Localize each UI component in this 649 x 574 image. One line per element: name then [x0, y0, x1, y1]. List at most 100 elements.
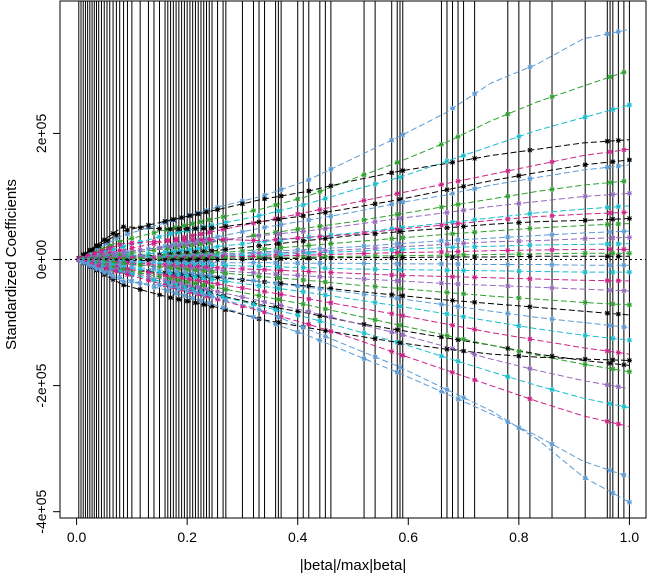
path-marker: [198, 231, 204, 237]
path-marker: [394, 369, 400, 375]
path-marker: [91, 250, 97, 256]
path-marker: [239, 303, 245, 309]
path-marker: [275, 285, 281, 291]
path-marker: [201, 249, 207, 255]
path-marker: [262, 224, 268, 230]
path-marker: [361, 260, 367, 266]
path-marker: [400, 235, 406, 241]
path-marker: [450, 297, 456, 303]
path-marker: [137, 280, 143, 286]
path-marker: [322, 279, 328, 285]
path-marker: [273, 202, 279, 208]
path-marker: [516, 201, 522, 207]
path-marker: [527, 253, 533, 259]
path-marker: [215, 281, 221, 287]
path-marker: [151, 259, 157, 265]
path-marker: [394, 226, 400, 232]
path-marker: [322, 333, 328, 339]
path-marker: [322, 195, 328, 201]
path-marker: [181, 259, 187, 265]
path-marker: [151, 284, 157, 290]
path-marker: [505, 111, 511, 117]
path-marker: [295, 329, 301, 335]
path-marker: [278, 267, 284, 273]
path-marker: [256, 306, 262, 312]
path-marker: [361, 172, 367, 178]
path-marker: [157, 282, 163, 288]
path-line: [76, 69, 630, 260]
path-marker: [278, 245, 284, 251]
path-marker: [626, 157, 632, 163]
path-marker: [505, 262, 511, 268]
path-marker: [176, 272, 182, 278]
path-marker: [450, 219, 456, 225]
path-marker: [170, 242, 176, 248]
path-marker: [372, 231, 378, 237]
path-marker: [93, 242, 99, 248]
path-marker: [209, 238, 215, 244]
path-marker: [527, 276, 533, 282]
path-marker: [209, 248, 215, 254]
path-marker: [549, 387, 555, 393]
path-marker: [195, 211, 201, 217]
path-marker: [610, 490, 616, 496]
path-marker: [516, 268, 522, 274]
path-marker: [201, 292, 207, 298]
path-marker: [209, 269, 215, 275]
path-marker: [450, 159, 456, 165]
path-marker: [505, 283, 511, 289]
path-marker: [176, 226, 182, 232]
path-marker: [145, 257, 151, 263]
path-marker: [317, 260, 323, 266]
path-marker: [582, 356, 588, 362]
path-marker: [87, 247, 93, 253]
path-marker: [621, 472, 627, 478]
path-marker: [372, 219, 378, 225]
path-marker: [223, 262, 229, 268]
path-marker: [223, 255, 229, 261]
path-marker: [145, 251, 151, 257]
path-marker: [176, 229, 182, 235]
path-marker: [206, 236, 212, 242]
path-marker: [170, 271, 176, 277]
path-marker: [195, 254, 201, 260]
path-marker: [604, 138, 610, 144]
path-marker: [179, 240, 185, 246]
path-marker: [461, 348, 467, 354]
path-marker: [117, 242, 123, 248]
path-marker: [273, 280, 279, 286]
path-marker: [239, 241, 245, 247]
path-marker: [615, 241, 621, 247]
path-marker: [361, 330, 367, 336]
path-marker: [195, 246, 201, 252]
path-marker: [621, 262, 627, 268]
path-marker: [306, 255, 312, 261]
path-marker: [198, 219, 204, 225]
path-marker: [300, 301, 306, 307]
path-marker: [438, 301, 444, 307]
path-marker: [300, 213, 306, 219]
path-marker: [604, 241, 610, 247]
path-marker: [121, 256, 127, 262]
coefficient-path: [76, 259, 632, 505]
path-marker: [121, 264, 127, 270]
path-marker: [400, 352, 406, 358]
path-marker: [179, 275, 185, 281]
path-marker: [610, 301, 616, 307]
path-marker: [165, 288, 171, 294]
path-marker: [450, 346, 456, 352]
path-marker: [262, 299, 268, 305]
path-marker: [516, 134, 522, 140]
path-marker: [85, 261, 91, 267]
path-marker: [549, 232, 555, 238]
path-marker: [201, 268, 207, 274]
path-marker: [173, 225, 179, 231]
path-marker: [173, 237, 179, 243]
x-tick-label: 0.8: [509, 529, 529, 545]
path-marker: [604, 221, 610, 227]
path-marker: [604, 253, 610, 259]
path-marker: [184, 273, 190, 279]
path-marker: [201, 302, 207, 308]
path-marker: [129, 245, 135, 251]
path-marker: [306, 250, 312, 256]
